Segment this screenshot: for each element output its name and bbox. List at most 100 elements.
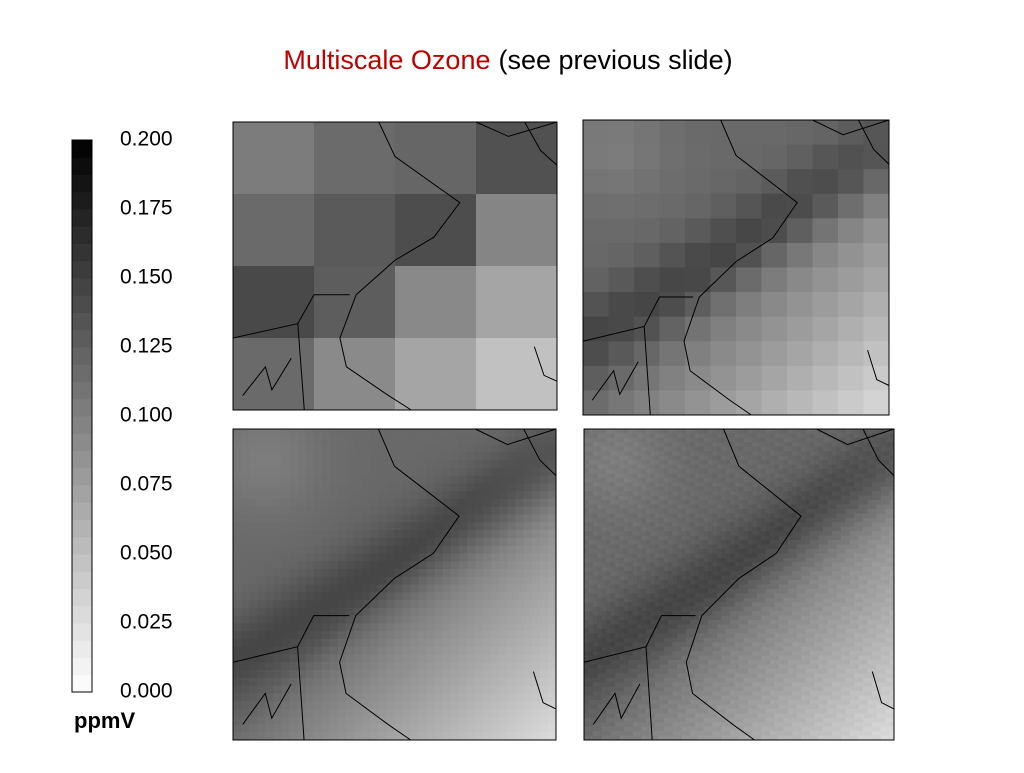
map-cell (694, 571, 700, 577)
map-cell (370, 429, 379, 438)
map-cell (801, 477, 806, 483)
map-cell (854, 584, 859, 590)
map-cell (739, 540, 744, 545)
map-cell (483, 693, 492, 702)
map-cell (346, 467, 355, 477)
map-cell (792, 553, 797, 559)
map-cell (592, 513, 598, 519)
map-cell (249, 693, 258, 702)
colorbar-step (72, 140, 92, 158)
map-cell (337, 576, 347, 585)
map-cell (685, 316, 711, 342)
map-cell (597, 460, 603, 465)
map-cell (515, 677, 525, 686)
map-cell (854, 437, 859, 443)
map-cell (858, 531, 864, 537)
map-cell (233, 670, 242, 679)
map-cell (840, 611, 846, 616)
map-cell (515, 522, 525, 531)
map-cell (615, 557, 620, 563)
map-cell (812, 120, 839, 145)
map-cell (410, 615, 420, 624)
map-cell (281, 607, 290, 616)
map-cell (637, 620, 642, 625)
map-cell (809, 557, 815, 563)
map-cell (241, 553, 250, 562)
map-cell (743, 446, 749, 452)
map-cell (739, 562, 744, 568)
map-cell (601, 580, 607, 585)
map-cell (871, 468, 877, 474)
map-cell (827, 526, 833, 532)
map-cell (370, 436, 379, 445)
colorbar-step (72, 450, 92, 469)
map-cell (289, 452, 298, 461)
map-cell (597, 486, 603, 492)
map-cell (827, 593, 833, 599)
map-cell (451, 646, 460, 655)
map-cell (827, 486, 833, 492)
colorbar-step (72, 416, 92, 434)
map-cell (592, 584, 598, 590)
map-cell (836, 606, 842, 612)
map-cell (539, 537, 549, 547)
map-cell (725, 508, 731, 514)
map-cell (265, 677, 274, 686)
map-cell (747, 531, 753, 537)
map-cell (451, 506, 460, 515)
map-cell (677, 526, 682, 532)
map-cell (823, 620, 828, 625)
map-cell (681, 588, 687, 594)
map-cell (241, 685, 250, 694)
map-cell (597, 504, 603, 510)
map-cell (739, 468, 744, 474)
map-cell (313, 537, 323, 547)
map-cell (483, 530, 492, 539)
map-cell (637, 433, 642, 439)
map-cell (451, 631, 460, 640)
map-cell (297, 436, 307, 445)
map-cell (370, 553, 379, 562)
map-cell (402, 444, 412, 453)
map-cell (606, 593, 611, 599)
map-cell (805, 544, 811, 550)
map-cell (778, 575, 784, 581)
map-cell (774, 540, 780, 545)
map-cell (871, 451, 877, 457)
map-cell (606, 446, 611, 452)
map-cell (499, 600, 508, 609)
map-cell (507, 716, 517, 725)
map-cell (289, 561, 298, 570)
map-cell (805, 566, 811, 572)
map-cell (796, 611, 802, 616)
map-cell (632, 504, 638, 510)
map-cell (756, 615, 762, 621)
map-cell (257, 638, 266, 648)
map-cell (672, 486, 678, 492)
map-cell (694, 584, 700, 590)
map-cell (654, 615, 660, 621)
map-cell (858, 606, 864, 612)
map-cell (677, 513, 682, 519)
map-cell (747, 504, 753, 510)
map-cell (434, 514, 444, 523)
map-cell (507, 491, 517, 500)
map-cell (703, 571, 709, 577)
map-cell (632, 526, 638, 532)
map-cell (483, 568, 492, 578)
map-cell (747, 602, 753, 608)
map-cell (637, 442, 642, 448)
map-cell (610, 495, 616, 501)
map-cell (814, 437, 820, 443)
map-cell (592, 442, 598, 448)
map-cell (459, 498, 468, 508)
map-cell (832, 540, 837, 545)
map-cell (606, 442, 611, 448)
map-cell (588, 597, 594, 603)
map-cell (402, 623, 412, 632)
map-cell (265, 452, 274, 461)
map-cell (619, 513, 625, 519)
map-cell (774, 464, 780, 470)
map-cell (880, 562, 886, 568)
map-cell (547, 638, 557, 648)
